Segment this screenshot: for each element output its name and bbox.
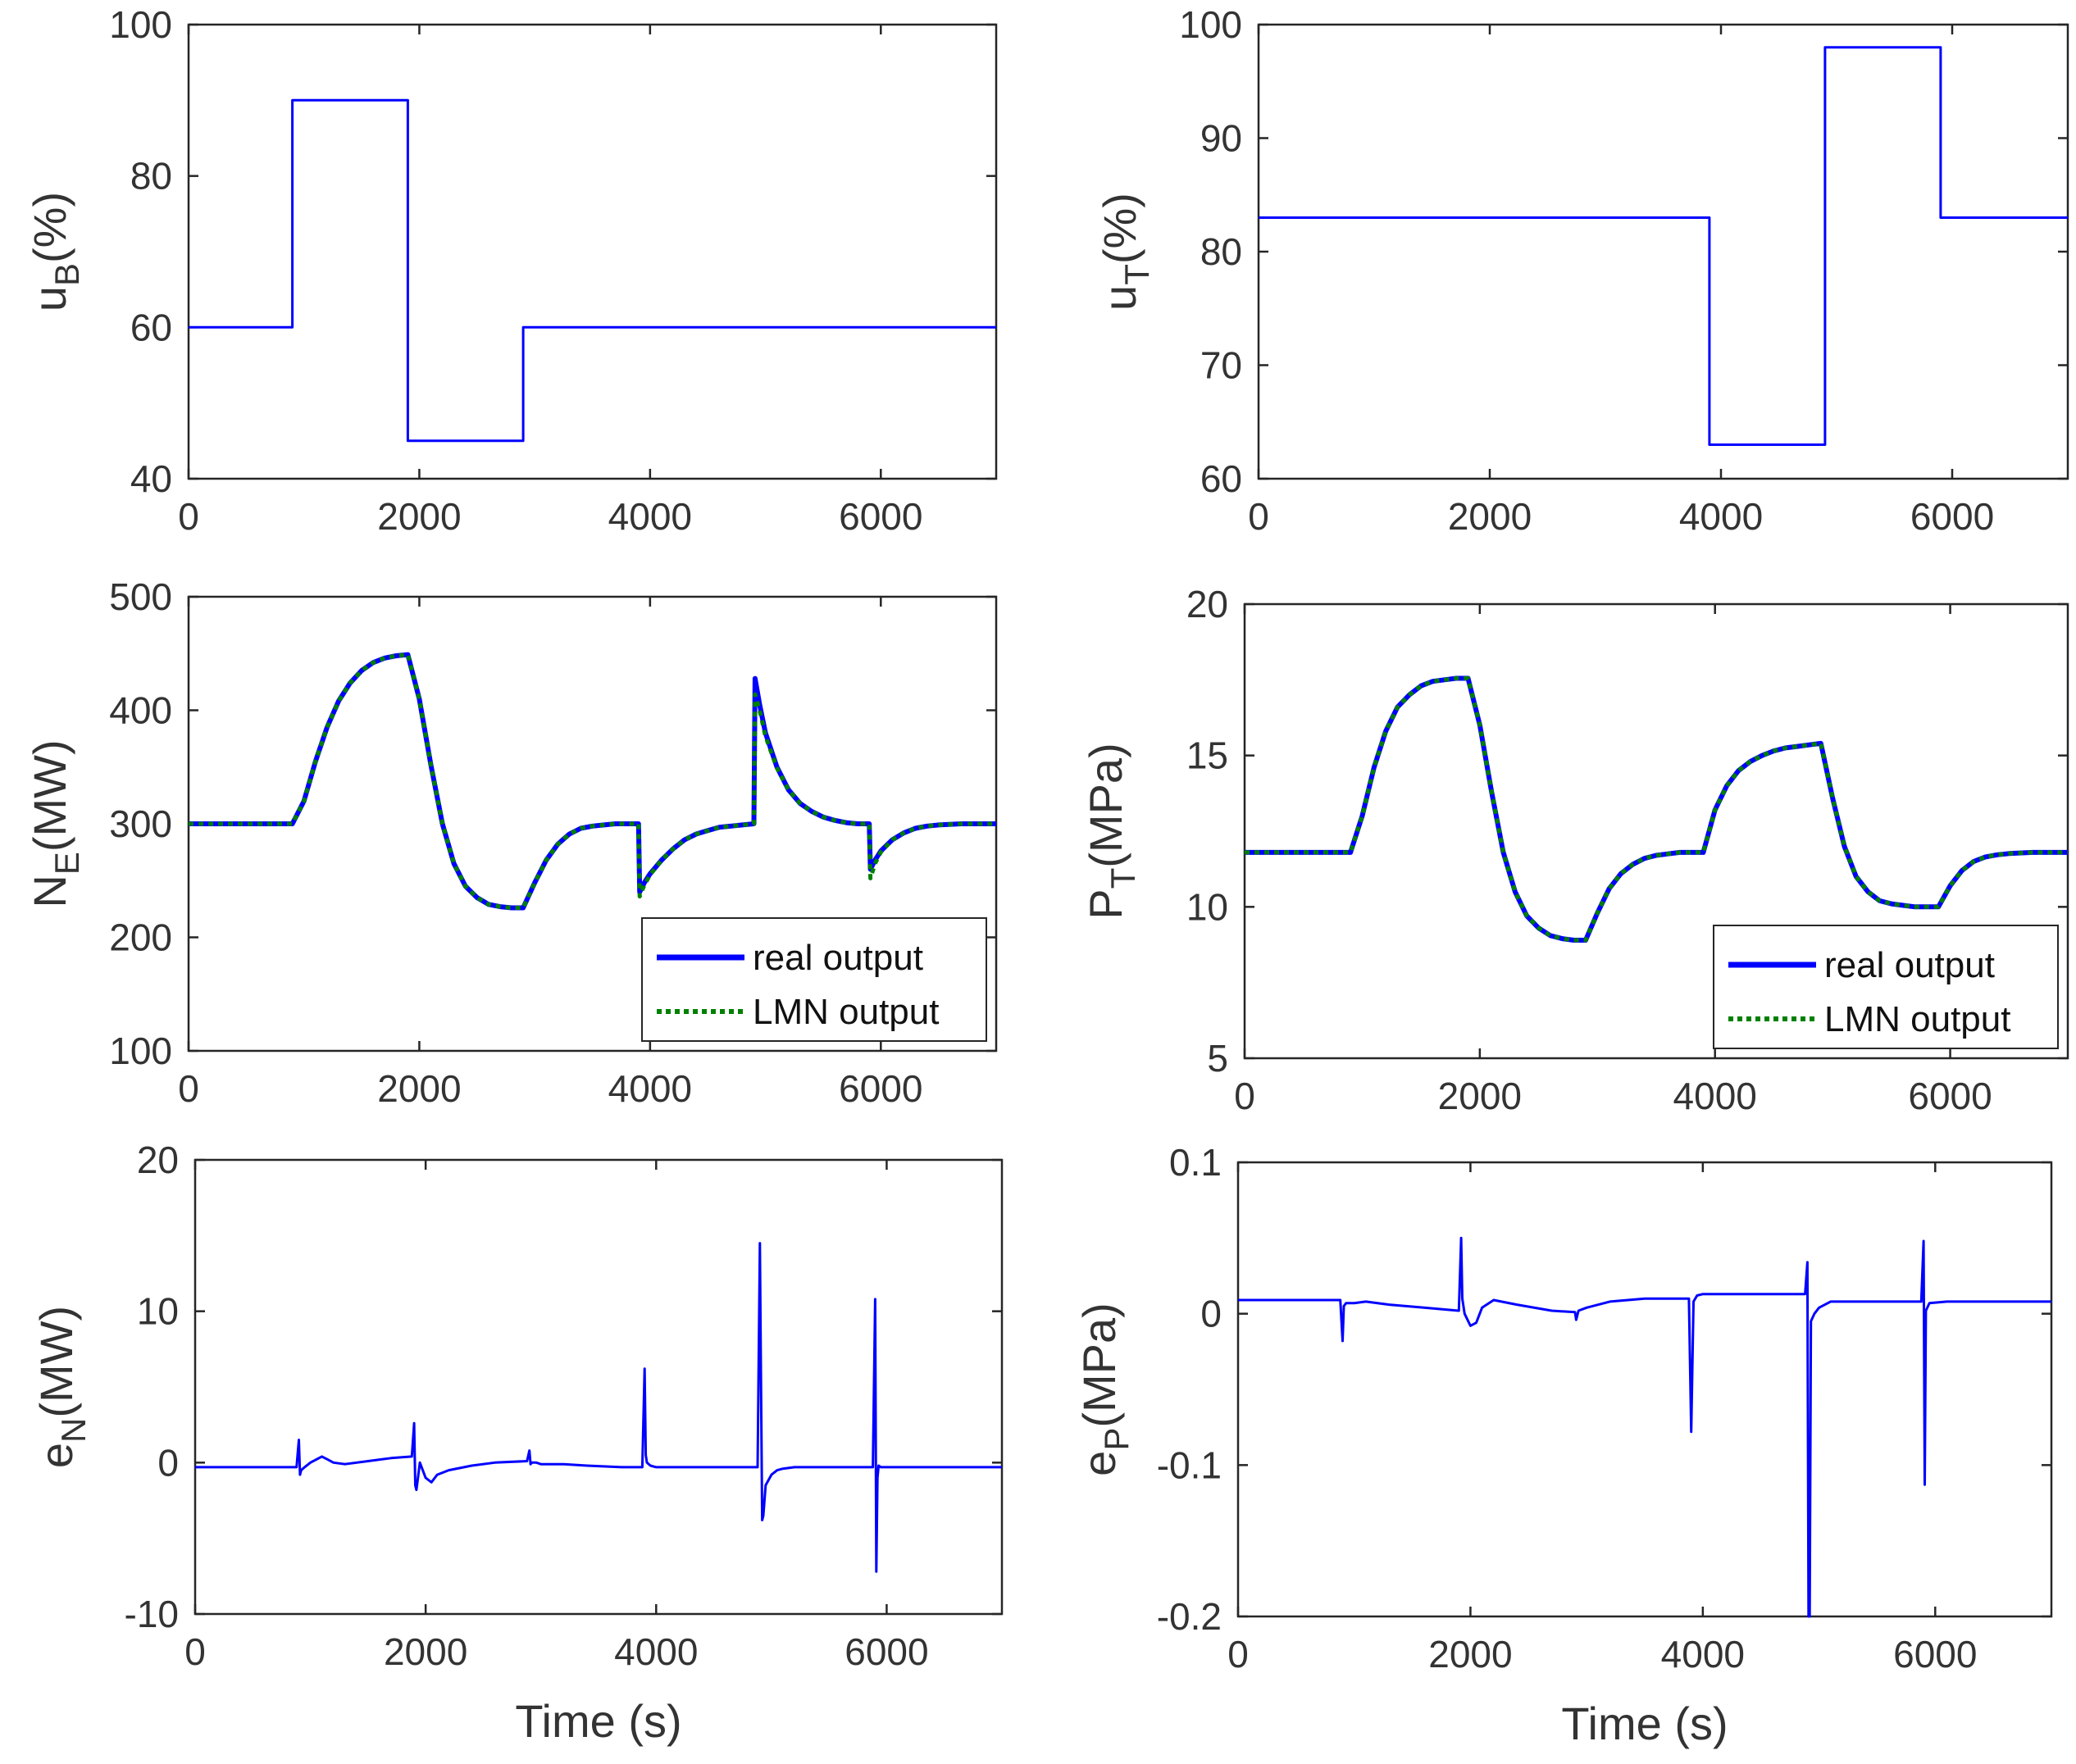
y-tick-label: 400 <box>109 689 172 732</box>
y-axis-label-uT: uT(%) <box>1094 193 1156 311</box>
subplot-eP: 0 2000 4000 6000 -0.2 -0.1 0 0.1 eP(MPa) Time (s) <box>1073 1141 2053 1749</box>
y-tick-label: 0 <box>1200 1293 1222 1335</box>
y-tick-label: 0.1 <box>1169 1141 1222 1184</box>
x-tick-label: 0 <box>184 1630 206 1673</box>
legend-PT: real output LMN output <box>1713 925 2059 1049</box>
y-tick-label: 80 <box>1200 230 1242 273</box>
series-line-PT-lmn <box>1245 676 2068 943</box>
y-axis-label-eP: eP(MPa) <box>1073 1303 1136 1476</box>
y-tick-label: 100 <box>109 1030 172 1072</box>
y-tick-label: 60 <box>130 306 172 348</box>
axes-box-eP <box>1236 1161 2053 1618</box>
y-tick-label: 5 <box>1207 1037 1228 1080</box>
x-tick-label: 6000 <box>1908 1075 1992 1117</box>
x-tick-label: 0 <box>1227 1633 1249 1675</box>
x-tick-label: 2000 <box>1448 495 1532 538</box>
y-tick-label: 100 <box>109 3 172 46</box>
x-tick-label: 6000 <box>845 1630 928 1673</box>
x-tick-label: 2000 <box>1438 1075 1522 1117</box>
series-line-eP-real <box>1238 1236 2051 1618</box>
x-tick-label: 6000 <box>839 1067 922 1110</box>
y-axis-label-PT: PT(MPa) <box>1080 743 1142 919</box>
y-axis-label-eN: eN(MW) <box>30 1306 93 1468</box>
x-tick-label: 4000 <box>614 1630 698 1673</box>
x-tick-label: 4000 <box>1661 1633 1745 1675</box>
y-axis-label-NE: NE(MW) <box>24 739 86 907</box>
x-tick-label: 4000 <box>1673 1075 1757 1117</box>
x-tick-label: 4000 <box>608 495 692 538</box>
axes-box-uT <box>1257 23 2069 480</box>
series-line-uT-real <box>1259 46 2068 446</box>
x-tick-label: 6000 <box>839 495 922 538</box>
legend-label: real output <box>1824 945 1995 985</box>
axes-box-eN <box>193 1158 1004 1616</box>
x-tick-label: 0 <box>178 1067 199 1110</box>
y-tick-label: 90 <box>1200 117 1242 160</box>
y-tick-label: -0.1 <box>1157 1443 1222 1486</box>
legend-box <box>641 917 987 1042</box>
x-tick-label: 0 <box>178 495 199 538</box>
y-tick-label: 60 <box>1200 457 1242 500</box>
y-tick-label: 300 <box>109 802 172 845</box>
series-line-uB-real <box>189 98 996 443</box>
x-tick-label: 0 <box>1234 1075 1255 1117</box>
y-tick-label: 100 <box>1179 3 1242 46</box>
y-tick-label: 10 <box>1186 885 1228 928</box>
x-tick-label: 4000 <box>608 1067 692 1110</box>
y-tick-label: 70 <box>1200 344 1242 387</box>
x-tick-label: 2000 <box>377 1067 461 1110</box>
y-tick-label: -10 <box>125 1593 179 1635</box>
y-axis-label-uB: uB(%) <box>24 192 86 311</box>
x-tick-label: 4000 <box>1679 495 1763 538</box>
y-tick-label: 0 <box>157 1441 179 1484</box>
subplot-uT: 0 2000 4000 6000 60 70 80 90 100 uT(%) <box>1094 3 2069 538</box>
y-tick-label: 80 <box>130 155 172 198</box>
x-tick-label: 2000 <box>1428 1633 1512 1675</box>
y-tick-label: 40 <box>130 457 172 500</box>
y-tick-label: 500 <box>109 575 172 618</box>
x-axis-label-eP: Time (s) <box>1561 1698 1728 1749</box>
y-tick-label: 20 <box>137 1139 179 1181</box>
x-tick-label: 6000 <box>1910 495 1994 538</box>
x-tick-label: 0 <box>1248 495 1269 538</box>
x-tick-label: 2000 <box>384 1630 467 1673</box>
y-tick-label: 15 <box>1186 734 1228 777</box>
subplot-NE: 0 2000 4000 6000 100 200 300 400 500 NE(MW) real o… <box>24 575 998 1110</box>
legend-label: LMN output <box>1824 999 2010 1039</box>
y-tick-label: 200 <box>109 916 172 959</box>
series-line-eN-real <box>195 1242 1002 1573</box>
subplot-PT: 0 2000 4000 6000 5 10 15 20 PT(MPa) real output LM… <box>1080 583 2069 1117</box>
x-tick-label: 6000 <box>1893 1633 1977 1675</box>
y-tick-label: 10 <box>137 1290 179 1333</box>
y-tick-label: -0.2 <box>1157 1595 1222 1638</box>
axes-box-uB <box>187 23 998 480</box>
subplot-uB: 0 2000 4000 6000 40 60 80 100 uB(%) <box>24 3 998 538</box>
y-tick-label: 20 <box>1186 583 1228 625</box>
legend-label: real output <box>753 938 923 978</box>
legend-label: LMN output <box>753 992 939 1032</box>
legend-NE: real output LMN output <box>641 917 987 1042</box>
legend-box <box>1713 925 2059 1049</box>
x-axis-label-eN: Time (s) <box>515 1695 681 1747</box>
x-tick-label: 2000 <box>377 495 461 538</box>
